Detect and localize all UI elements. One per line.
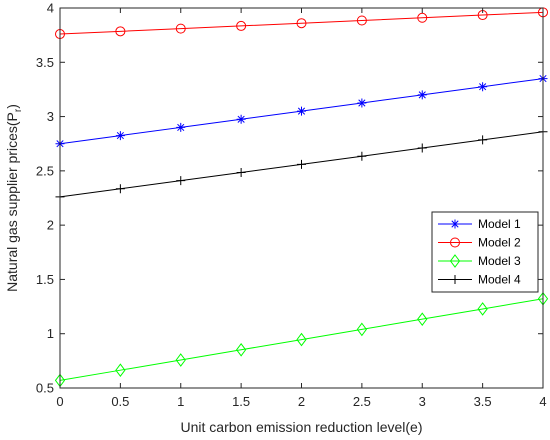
data-point	[115, 26, 126, 37]
data-point	[356, 15, 367, 26]
legend-marker	[450, 275, 460, 284]
x-tick-label: 0.5	[111, 394, 129, 409]
data-point	[417, 312, 428, 326]
series-2	[55, 7, 548, 40]
data-point	[236, 114, 246, 124]
y-axis-label-main: Natural gas supplier prices(P	[4, 112, 20, 292]
x-tick-label: 4	[539, 394, 546, 409]
data-point	[357, 151, 367, 161]
legend-item: Model 1	[438, 217, 521, 231]
x-tick-label: 3.5	[474, 394, 492, 409]
series-1	[55, 74, 548, 149]
data-point	[417, 143, 427, 153]
data-point	[297, 159, 306, 169]
legend-label: Model 3	[478, 254, 521, 268]
series-line	[59, 11, 544, 35]
data-point	[297, 106, 306, 116]
data-point	[175, 353, 186, 367]
legend-item: Model 2	[438, 236, 521, 250]
legend-item: Model 4	[438, 273, 521, 287]
y-axis-label-close: )	[4, 104, 20, 109]
x-tick-label: 0	[56, 394, 63, 409]
ticks-layer: 0 0.5 1 1.5 2 2.5 3 3.5 40.511.522.533.54	[36, 1, 547, 410]
legend-marker	[450, 219, 460, 229]
data-point	[296, 332, 307, 347]
data-point	[478, 82, 488, 92]
y-tick-label: 1	[47, 326, 54, 341]
y-tick-label: 0.5	[36, 381, 54, 396]
data-point	[356, 322, 367, 337]
y-tick-label: 2.5	[36, 163, 54, 178]
legend-label: Model 4	[478, 273, 521, 287]
y-tick-label: 1.5	[36, 272, 54, 287]
legend-marker	[450, 237, 460, 248]
legend-marker	[449, 254, 461, 268]
x-tick-label: 3	[419, 394, 426, 409]
axes-box	[59, 7, 544, 389]
y-axis-label: Natural gas supplier prices(Pr)	[4, 104, 24, 292]
legend-item: Model 3	[438, 254, 521, 268]
data-point	[296, 18, 307, 29]
data-point	[236, 167, 246, 177]
y-tick-label: 4	[47, 1, 54, 16]
legend-label: Model 2	[478, 236, 521, 250]
series-4	[55, 127, 548, 202]
data-point	[236, 20, 247, 31]
series-3	[54, 291, 549, 388]
x-tick-label: 2.5	[353, 394, 371, 409]
data-point	[175, 23, 186, 34]
data-point	[357, 98, 367, 108]
legend-box	[431, 211, 539, 293]
data-point	[115, 363, 126, 378]
data-point	[236, 342, 247, 357]
data-point	[477, 302, 488, 316]
data-point	[478, 135, 488, 145]
x-tick-label: 1	[177, 394, 184, 409]
y-axis-label-subscript: r	[13, 108, 24, 112]
series-line	[59, 298, 544, 381]
y-tick-label: 3.5	[36, 55, 54, 70]
data-point	[176, 176, 186, 186]
data-point	[176, 122, 186, 132]
x-tick-label: 1.5	[232, 394, 250, 409]
series-layer	[54, 7, 549, 388]
data-point	[115, 131, 125, 141]
x-tick-label: 2	[298, 394, 305, 409]
data-point	[115, 184, 125, 194]
data-point	[417, 90, 427, 100]
legend-label: Model 1	[478, 217, 521, 231]
y-tick-label: 3	[47, 109, 54, 124]
y-tick-label: 2	[47, 218, 54, 233]
x-axis-label: Unit carbon emission reduction level(e)	[181, 419, 423, 435]
data-point	[417, 12, 428, 23]
legend: Model 1 Model 2 Model 3 Model 4	[431, 211, 539, 293]
